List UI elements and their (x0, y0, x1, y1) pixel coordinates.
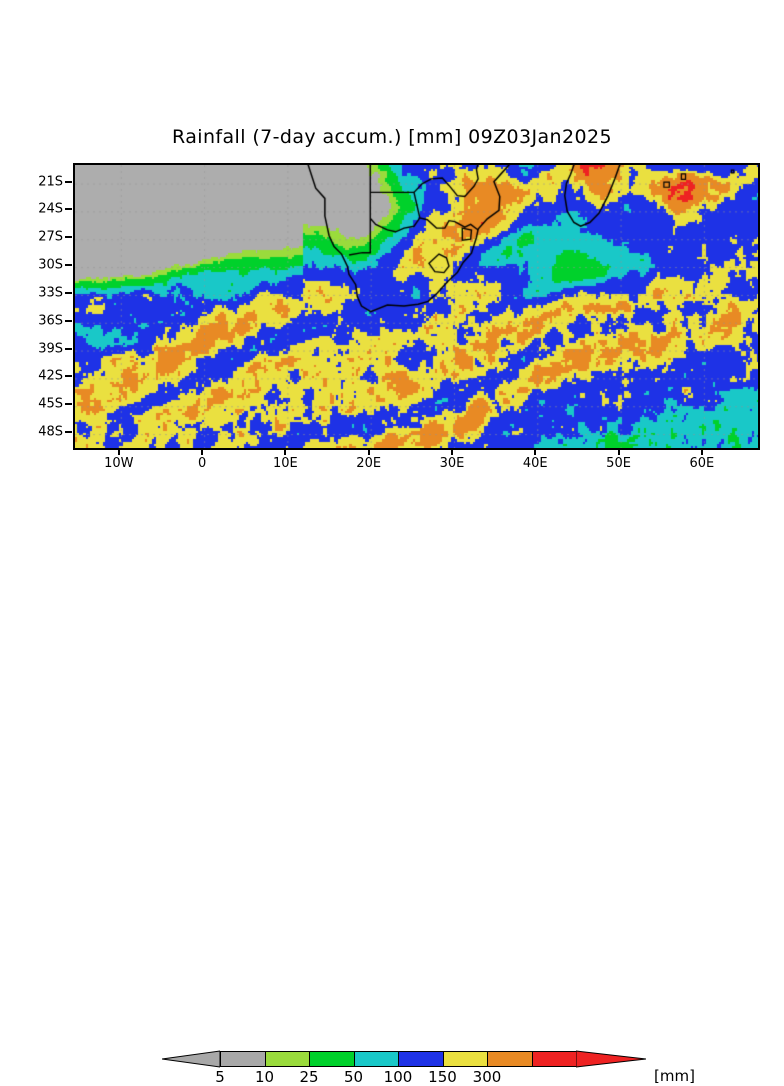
colorbar-separator (264, 1051, 266, 1067)
colorbar-segment (398, 1051, 443, 1067)
rainfall-raster (75, 165, 758, 448)
y-axis-tick-mark (65, 431, 72, 434)
y-axis-tick-mark (65, 347, 72, 350)
x-axis-tick-label: 40E (522, 456, 548, 471)
x-axis-tick-label: 50E (606, 456, 631, 471)
y-axis-tick-label: 42S (38, 368, 63, 384)
y-axis-tick-mark (65, 180, 72, 183)
x-axis-tick-mark (617, 448, 620, 455)
colorbar-segment (264, 1051, 309, 1067)
y-axis-tick-mark (65, 291, 72, 294)
y-axis-tick-label: 24S (38, 201, 63, 217)
x-axis-tick-label: 10E (273, 456, 298, 471)
x-axis-tick-mark (201, 448, 204, 455)
y-axis-tick-label: 30S (38, 257, 63, 273)
colorbar-units-label: [mm] (654, 1067, 695, 1085)
colorbar-separator (398, 1051, 399, 1067)
colorbar-separator (220, 1051, 221, 1067)
y-axis-tick-label: 48S (38, 424, 63, 440)
x-axis-tick-mark (700, 448, 703, 455)
y-axis-tick-label: 27S (38, 229, 63, 245)
colorbar-separator (353, 1051, 355, 1067)
colorbar-over-arrow (576, 1050, 646, 1068)
colorbar-tick-label: 300 (472, 1068, 502, 1086)
x-axis-tick-mark (534, 448, 537, 455)
x-axis-tick-label: 30E (439, 456, 465, 471)
x-axis-tick-label: 20E (356, 456, 382, 471)
colorbar-separator (531, 1051, 533, 1067)
x-axis-tick-mark (284, 448, 287, 455)
y-axis-tick-label: 39S (38, 341, 63, 357)
colorbar-segment (309, 1051, 354, 1067)
colorbar-under-arrow (162, 1050, 220, 1068)
y-axis-tick-mark (65, 375, 72, 378)
x-axis-tick-label: 0 (197, 456, 207, 471)
y-axis-tick-mark (65, 319, 72, 322)
y-axis-tick-label: 33S (38, 285, 63, 301)
colorbar-legend: [mm] 5 10 25 50 100 150 300 (0, 516, 784, 1086)
y-axis-tick-mark (65, 208, 72, 211)
colorbar-segment (220, 1051, 265, 1067)
y-axis-tick-label: 21S (38, 174, 63, 190)
colorbar-segment (531, 1051, 576, 1067)
x-axis-tick-mark (117, 448, 120, 455)
map-plot-area (73, 163, 760, 450)
page-title: Rainfall (7-day accum.) [mm] 09Z03Jan202… (172, 126, 612, 148)
x-axis-tick-label: 10W (104, 456, 134, 471)
y-axis-tick-mark (65, 403, 72, 406)
colorbar-separator (309, 1051, 310, 1067)
y-axis-tick-mark (65, 264, 72, 267)
y-axis-tick-label: 36S (38, 313, 63, 329)
x-axis-tick-mark (450, 448, 453, 455)
colorbar-separator (487, 1051, 488, 1067)
x-axis-tick-label: 60E (689, 456, 715, 471)
colorbar-segment (442, 1051, 487, 1067)
colorbar-segment (353, 1051, 398, 1067)
y-axis-tick-mark (65, 236, 72, 239)
x-axis-tick-mark (367, 448, 370, 455)
colorbar-separator (442, 1051, 444, 1067)
y-axis-tick-label: 45S (38, 396, 63, 412)
colorbar-segment (487, 1051, 532, 1067)
rainfall-map-figure: Rainfall (7-day accum.) [mm] 09Z03Jan202… (0, 126, 784, 1086)
